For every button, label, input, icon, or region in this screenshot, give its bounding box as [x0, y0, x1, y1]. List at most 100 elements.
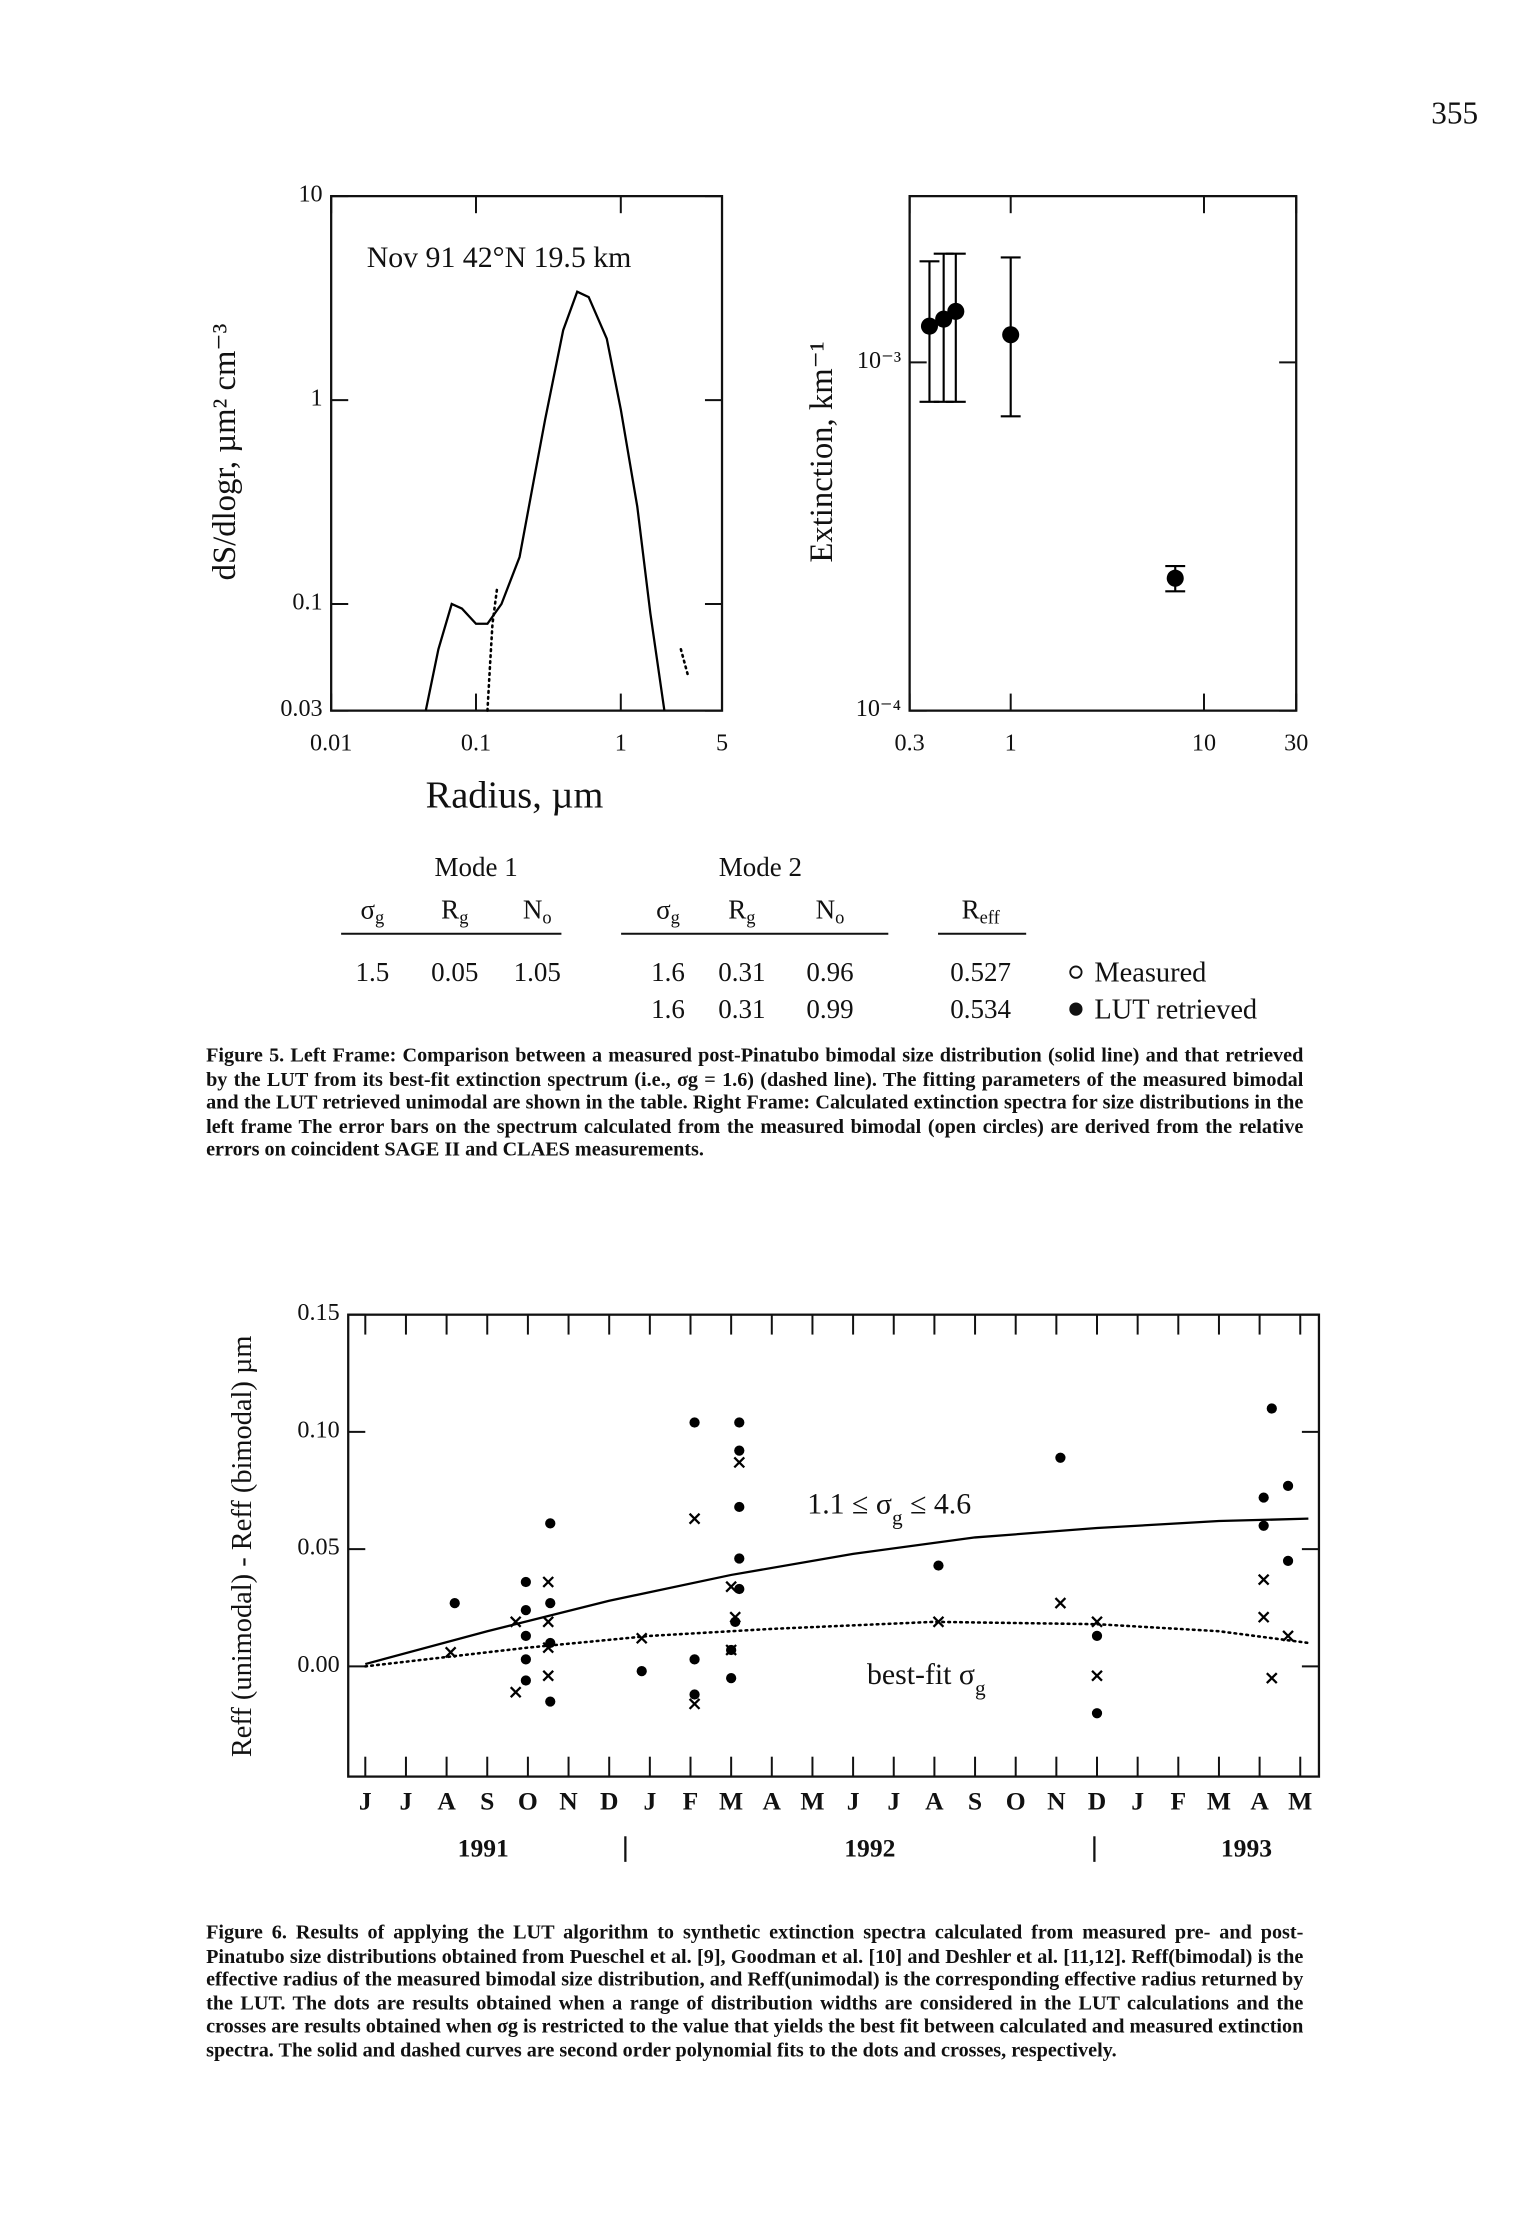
x-tick-label: N: [1047, 1786, 1066, 1815]
x-tick-label: 0.1: [461, 729, 491, 756]
data-dot: [689, 1689, 700, 1700]
plot-frame: [330, 194, 724, 712]
table-group-header: Mode 1: [435, 852, 518, 882]
data-cross: [542, 1669, 555, 1682]
data-dot: [1258, 1492, 1269, 1503]
x-tick-label: J: [1131, 1786, 1144, 1815]
data-cross: [688, 1512, 701, 1525]
data-dot: [920, 317, 938, 335]
y-axis-label: dS/dlogr, µm² cm⁻³: [207, 323, 243, 580]
table-cell: 1.05: [514, 957, 561, 987]
x-tick-label: 30: [1284, 729, 1308, 756]
page-number: 355: [1431, 96, 1478, 131]
data-dot: [1282, 1480, 1294, 1491]
x-tick-label: J: [400, 1786, 413, 1815]
data-cross: [1282, 1630, 1294, 1642]
header-subscript: g: [459, 908, 468, 928]
y-tick-label: 10: [298, 181, 322, 208]
data-dot: [734, 1553, 745, 1564]
fit-line: [424, 290, 666, 711]
table-column-header: Reff: [962, 895, 1001, 928]
table-cell: 1.6: [651, 957, 685, 987]
data-dot: [734, 1501, 745, 1513]
data-cross: [725, 1580, 737, 1593]
plot-frame: [347, 1313, 1321, 1778]
data-dot: [520, 1576, 531, 1588]
data-dot: [1282, 1555, 1294, 1566]
data-dot: [947, 302, 965, 320]
x-tick-label: A: [1250, 1786, 1269, 1815]
x-tick-label: D: [600, 1786, 618, 1815]
data-cross: [1266, 1672, 1278, 1684]
table-cell: 0.31: [718, 994, 765, 1024]
plot-frame: [908, 194, 1298, 712]
header-subscript: g: [375, 908, 384, 928]
year-label: 1991: [458, 1833, 509, 1862]
data-cross: [542, 1576, 555, 1588]
data-cross: [635, 1632, 648, 1645]
y-tick-label: 0.00: [297, 1651, 339, 1678]
x-tick-label: F: [683, 1786, 699, 1815]
figure5-caption: Figure 5. Left Frame: Comparison between…: [206, 1044, 1304, 1162]
x-tick-label: M: [1207, 1786, 1231, 1815]
data-cross: [1054, 1597, 1067, 1609]
y-tick-label: 10⁻³: [857, 347, 901, 374]
annotation-part: 1.1 ≤ σ: [807, 1487, 892, 1520]
annotation: Nov 91 42°N 19.5 km: [367, 241, 632, 274]
data-dot: [520, 1630, 531, 1642]
data-dot: [520, 1604, 531, 1616]
x-tick-label: 5: [716, 729, 728, 756]
y-tick-label: 10⁻⁴: [856, 695, 901, 722]
data-dot: [520, 1654, 531, 1665]
x-tick-label: J: [643, 1786, 656, 1815]
data-cross: [1257, 1611, 1270, 1623]
y-tick-label: 1: [311, 385, 323, 412]
table-column-header: σg: [656, 895, 680, 928]
data-dot: [1258, 1520, 1269, 1531]
header-symbol: σ: [360, 895, 375, 925]
header-subscript: o: [835, 908, 844, 928]
x-tick-label: S: [968, 1786, 982, 1815]
table-column-header: No: [816, 895, 845, 928]
table-column-header: Rg: [728, 895, 755, 928]
table-column-header: σg: [360, 895, 384, 928]
x-tick-label: 10: [1192, 729, 1216, 756]
annotation-part: ≤ 4.6: [903, 1487, 972, 1520]
data-dot: [545, 1597, 556, 1609]
x-tick-label: F: [1170, 1786, 1186, 1815]
year-label: 1992: [844, 1833, 895, 1862]
y-axis-label: Reff (unimodal) - Reff (bimodal) µm: [227, 1336, 258, 1758]
x-tick-label: M: [719, 1786, 743, 1815]
header-symbol: R: [962, 895, 980, 925]
data-dot: [1055, 1452, 1066, 1463]
data-dot: [1002, 326, 1020, 344]
x-tick-label: O: [518, 1786, 538, 1815]
annotation: best-fit σg: [867, 1658, 986, 1700]
x-tick-label: S: [480, 1786, 494, 1815]
figure6-caption: Figure 6. Results of applying the LUT al…: [206, 1921, 1304, 2063]
data-dot: [545, 1518, 556, 1529]
header-subscript: g: [671, 908, 680, 928]
caption-box: Figure 5. Left Frame: Comparison between…: [206, 1044, 1304, 1162]
data-dot: [935, 310, 953, 328]
error-bar: [945, 252, 966, 403]
header-symbol: σ: [656, 895, 671, 925]
table-column-header: Rg: [441, 895, 468, 928]
data-dot: [1091, 1708, 1103, 1719]
x-tick-label: M: [800, 1786, 824, 1815]
data-dot: [933, 1560, 944, 1571]
x-tick-label: 0.3: [895, 729, 925, 756]
legend-symbol: [1069, 1002, 1083, 1016]
data-dot: [734, 1583, 745, 1595]
x-tick-label: A: [925, 1786, 944, 1815]
header-symbol: R: [441, 895, 459, 925]
table-cell: 1.6: [651, 994, 685, 1024]
x-tick-label: D: [1088, 1786, 1106, 1815]
header-symbol: N: [523, 895, 543, 925]
data-cross: [542, 1641, 555, 1654]
data-cross: [509, 1686, 522, 1698]
data-dot: [520, 1675, 531, 1686]
fit-line: [364, 1620, 1310, 1668]
